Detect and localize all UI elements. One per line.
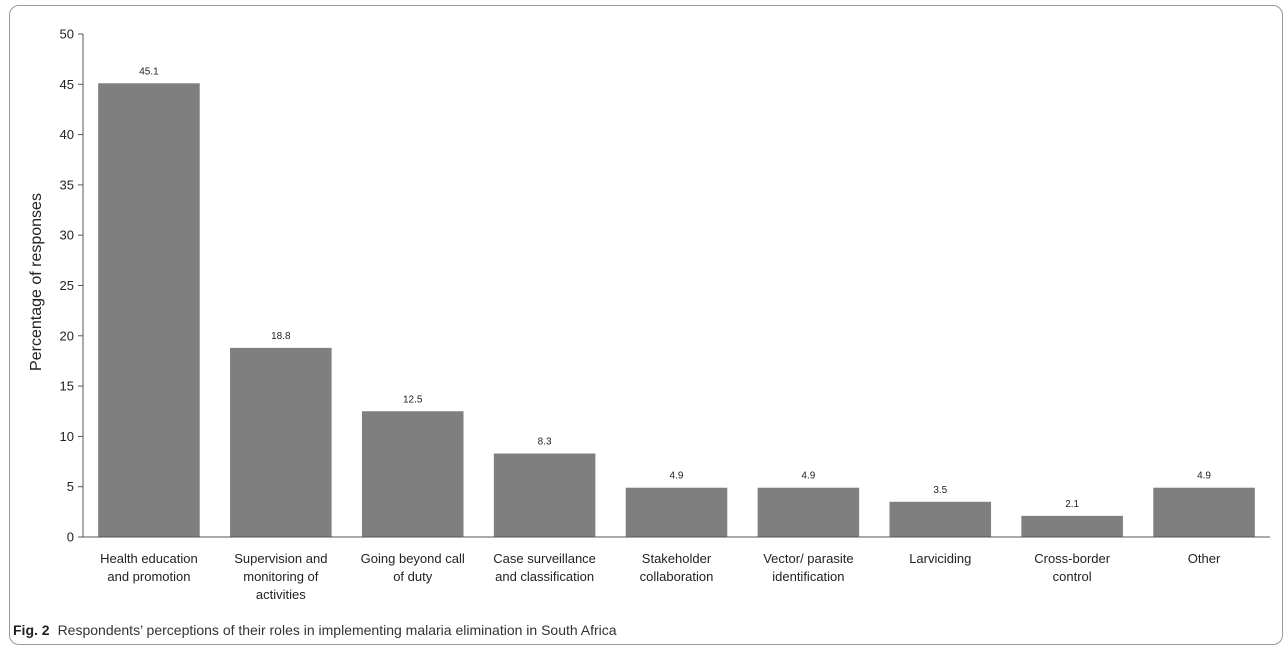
figure-frame [9, 5, 1283, 645]
y-tick-label: 10 [60, 429, 74, 444]
y-tick-label: 45 [60, 77, 74, 92]
x-category-label: Health education and promotion [100, 551, 198, 584]
y-tick-label: 25 [60, 278, 74, 293]
y-axis-ticks: 0 5 10 15 20 25 30 35 40 45 50 [60, 27, 83, 545]
figure-number: Fig. 2 [13, 622, 50, 638]
y-tick-label: 0 [67, 530, 74, 545]
bar [493, 453, 596, 537]
data-label: 3.5 [933, 485, 947, 496]
x-category-label: Stakeholder collaboration [640, 551, 714, 584]
x-category-label: Case surveillance and classification [493, 551, 596, 584]
data-label: 4.9 [801, 471, 815, 482]
x-axis-labels: Health education and promotion Supervision… [100, 551, 1221, 602]
y-tick-label: 5 [67, 479, 74, 494]
figure-caption: Fig. 2 Respondents’ perceptions of their … [13, 622, 617, 638]
data-label: 4.9 [670, 471, 684, 482]
y-tick-label: 35 [60, 177, 74, 192]
bar [1153, 487, 1255, 537]
y-axis-title: Percentage of responses [28, 193, 45, 371]
x-category-label: Going beyond call of duty [361, 551, 465, 584]
bar [889, 501, 992, 537]
y-tick-label: 15 [60, 379, 74, 394]
bars: 45.1 18.8 12.5 8.3 4.9 4.9 3.5 2.1 4.9 [98, 66, 1255, 537]
y-tick-label: 40 [60, 127, 74, 142]
bar-chart: Percentage of responses 0 5 10 15 20 25 30 35 40… [28, 27, 1270, 602]
data-label: 4.9 [1197, 471, 1211, 482]
data-label: 12.5 [403, 394, 423, 405]
x-category-label: Cross-border control [1034, 551, 1111, 584]
x-category-label: Other [1188, 551, 1221, 566]
x-category-label: Vector/ parasite identification [763, 551, 853, 584]
x-category-label: Supervision and monitoring of activities [234, 551, 327, 602]
y-tick-label: 30 [60, 228, 74, 243]
data-label: 8.3 [538, 437, 552, 448]
data-label: 2.1 [1065, 499, 1079, 510]
data-label: 45.1 [139, 66, 159, 77]
bar [98, 83, 200, 537]
bar [757, 487, 860, 537]
caption-text: Respondents’ perceptions of their roles … [57, 622, 617, 638]
bar [1021, 515, 1123, 537]
data-label: 18.8 [271, 331, 291, 342]
bar [625, 487, 728, 537]
y-tick-label: 20 [60, 328, 74, 343]
bar [361, 411, 464, 537]
y-tick-label: 50 [60, 27, 74, 42]
x-category-label: Larviciding [909, 551, 971, 566]
bar [230, 347, 332, 537]
